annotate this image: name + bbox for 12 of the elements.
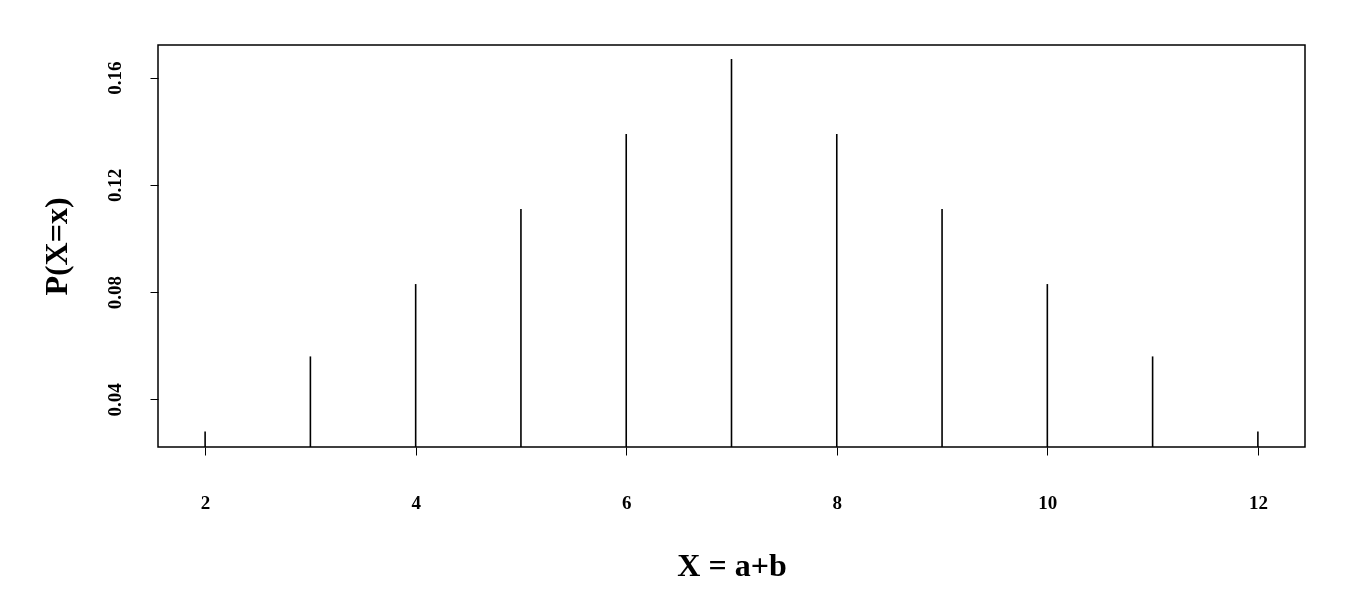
x-axis-title: X = a+b: [677, 546, 787, 583]
x-tick-label: 8: [832, 491, 843, 513]
y-axis-title: P(X=x): [37, 197, 74, 296]
x-tick-label: 12: [1248, 491, 1268, 513]
y-tick-label: 0.12: [103, 168, 125, 203]
y-tick-label: 0.16: [103, 61, 125, 95]
x-tick-label: 6: [621, 491, 632, 513]
x-tick-label: 4: [411, 491, 422, 513]
y-tick-label: 0.04: [103, 382, 125, 417]
x-tick-label: 10: [1038, 491, 1058, 513]
y-tick-label: 0.08: [103, 275, 125, 310]
x-tick-label: 2: [200, 491, 211, 513]
